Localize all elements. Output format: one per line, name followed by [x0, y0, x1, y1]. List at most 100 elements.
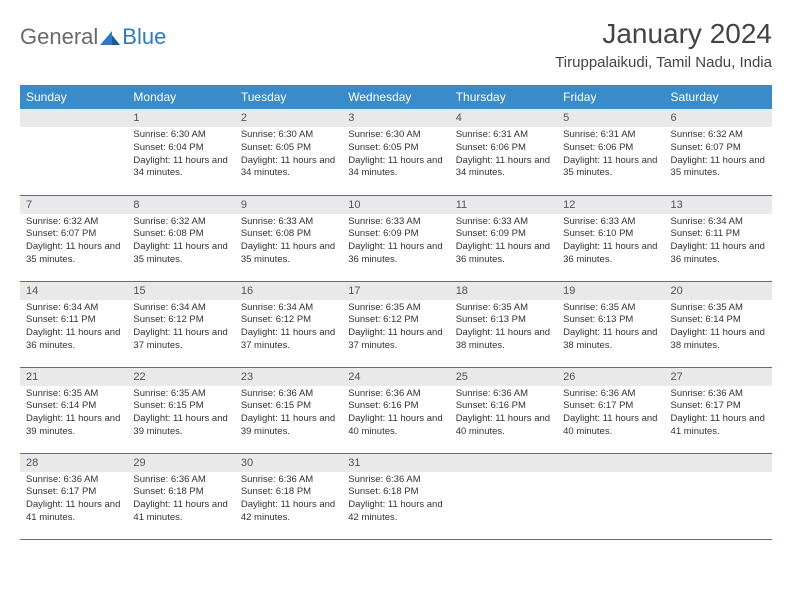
- calendar-week-row: 14Sunrise: 6:34 AMSunset: 6:11 PMDayligh…: [20, 281, 772, 367]
- logo-text-blue: Blue: [122, 24, 166, 50]
- location: Tiruppalaikudi, Tamil Nadu, India: [555, 54, 772, 71]
- calendar-cell: 26Sunrise: 6:36 AMSunset: 6:17 PMDayligh…: [557, 367, 664, 453]
- day-number: 5: [557, 109, 664, 127]
- day-number: 31: [342, 454, 449, 472]
- daylight-line: Daylight: 11 hours and 34 minutes.: [133, 155, 228, 181]
- sunrise-line: Sunrise: 6:35 AM: [348, 302, 443, 315]
- sunset-line: Sunset: 6:18 PM: [348, 486, 443, 499]
- daylight-line: Daylight: 11 hours and 34 minutes.: [348, 155, 443, 181]
- month-title: January 2024: [555, 18, 772, 50]
- calendar-cell: 13Sunrise: 6:34 AMSunset: 6:11 PMDayligh…: [665, 195, 772, 281]
- sunrise-line: Sunrise: 6:36 AM: [26, 474, 121, 487]
- day-number: 4: [450, 109, 557, 127]
- day-number: 29: [127, 454, 234, 472]
- day-details: Sunrise: 6:33 AMSunset: 6:09 PMDaylight:…: [342, 214, 449, 271]
- sunset-line: Sunset: 6:07 PM: [671, 142, 766, 155]
- day-number: 18: [450, 282, 557, 300]
- sunset-line: Sunset: 6:08 PM: [241, 228, 336, 241]
- calendar-cell: 11Sunrise: 6:33 AMSunset: 6:09 PMDayligh…: [450, 195, 557, 281]
- daylight-line: Daylight: 11 hours and 41 minutes.: [26, 499, 121, 525]
- weekday-header: Monday: [127, 85, 234, 109]
- day-number: 13: [665, 196, 772, 214]
- calendar-cell: 28Sunrise: 6:36 AMSunset: 6:17 PMDayligh…: [20, 453, 127, 539]
- sunset-line: Sunset: 6:14 PM: [671, 314, 766, 327]
- calendar-cell: 23Sunrise: 6:36 AMSunset: 6:15 PMDayligh…: [235, 367, 342, 453]
- day-details: Sunrise: 6:36 AMSunset: 6:16 PMDaylight:…: [342, 386, 449, 443]
- weekday-header: Saturday: [665, 85, 772, 109]
- day-details: Sunrise: 6:32 AMSunset: 6:08 PMDaylight:…: [127, 214, 234, 271]
- day-details: Sunrise: 6:36 AMSunset: 6:16 PMDaylight:…: [450, 386, 557, 443]
- sunrise-line: Sunrise: 6:36 AM: [671, 388, 766, 401]
- sunrise-line: Sunrise: 6:32 AM: [133, 216, 228, 229]
- sunset-line: Sunset: 6:05 PM: [241, 142, 336, 155]
- sunset-line: Sunset: 6:15 PM: [133, 400, 228, 413]
- day-number: 14: [20, 282, 127, 300]
- calendar-cell: 5Sunrise: 6:31 AMSunset: 6:06 PMDaylight…: [557, 109, 664, 195]
- header: General Blue January 2024 Tiruppalaikudi…: [20, 18, 772, 71]
- sunrise-line: Sunrise: 6:36 AM: [133, 474, 228, 487]
- sunrise-line: Sunrise: 6:32 AM: [671, 129, 766, 142]
- sunrise-line: Sunrise: 6:33 AM: [348, 216, 443, 229]
- day-details: Sunrise: 6:36 AMSunset: 6:17 PMDaylight:…: [557, 386, 664, 443]
- day-details: Sunrise: 6:31 AMSunset: 6:06 PMDaylight:…: [450, 127, 557, 184]
- day-number: 8: [127, 196, 234, 214]
- day-details: Sunrise: 6:36 AMSunset: 6:17 PMDaylight:…: [20, 472, 127, 529]
- calendar-cell: 1Sunrise: 6:30 AMSunset: 6:04 PMDaylight…: [127, 109, 234, 195]
- day-number: 11: [450, 196, 557, 214]
- day-number: 30: [235, 454, 342, 472]
- day-number: 6: [665, 109, 772, 127]
- sunrise-line: Sunrise: 6:32 AM: [26, 216, 121, 229]
- sunrise-line: Sunrise: 6:30 AM: [348, 129, 443, 142]
- daylight-line: Daylight: 11 hours and 40 minutes.: [348, 413, 443, 439]
- day-details: Sunrise: 6:34 AMSunset: 6:11 PMDaylight:…: [665, 214, 772, 271]
- day-number: 24: [342, 368, 449, 386]
- day-number: 3: [342, 109, 449, 127]
- sunset-line: Sunset: 6:17 PM: [26, 486, 121, 499]
- sunrise-line: Sunrise: 6:34 AM: [241, 302, 336, 315]
- daylight-line: Daylight: 11 hours and 41 minutes.: [671, 413, 766, 439]
- day-number: 22: [127, 368, 234, 386]
- sunrise-line: Sunrise: 6:33 AM: [563, 216, 658, 229]
- title-block: January 2024 Tiruppalaikudi, Tamil Nadu,…: [555, 18, 772, 71]
- sunrise-line: Sunrise: 6:33 AM: [456, 216, 551, 229]
- daylight-line: Daylight: 11 hours and 39 minutes.: [133, 413, 228, 439]
- sunrise-line: Sunrise: 6:34 AM: [133, 302, 228, 315]
- day-details: Sunrise: 6:35 AMSunset: 6:14 PMDaylight:…: [665, 300, 772, 357]
- calendar-cell: [665, 453, 772, 539]
- weekday-header-row: SundayMondayTuesdayWednesdayThursdayFrid…: [20, 85, 772, 109]
- calendar-cell: [557, 453, 664, 539]
- daylight-line: Daylight: 11 hours and 35 minutes.: [241, 241, 336, 267]
- sunset-line: Sunset: 6:06 PM: [563, 142, 658, 155]
- calendar-cell: 10Sunrise: 6:33 AMSunset: 6:09 PMDayligh…: [342, 195, 449, 281]
- day-details: Sunrise: 6:34 AMSunset: 6:12 PMDaylight:…: [235, 300, 342, 357]
- logo: General Blue: [20, 24, 166, 50]
- sunset-line: Sunset: 6:07 PM: [26, 228, 121, 241]
- day-details: Sunrise: 6:30 AMSunset: 6:04 PMDaylight:…: [127, 127, 234, 184]
- calendar-cell: 12Sunrise: 6:33 AMSunset: 6:10 PMDayligh…: [557, 195, 664, 281]
- day-number: 9: [235, 196, 342, 214]
- weekday-header: Friday: [557, 85, 664, 109]
- daylight-line: Daylight: 11 hours and 42 minutes.: [348, 499, 443, 525]
- sunrise-line: Sunrise: 6:30 AM: [133, 129, 228, 142]
- day-number: [450, 454, 557, 472]
- day-details: Sunrise: 6:35 AMSunset: 6:13 PMDaylight:…: [450, 300, 557, 357]
- calendar-cell: [20, 109, 127, 195]
- day-details: Sunrise: 6:35 AMSunset: 6:14 PMDaylight:…: [20, 386, 127, 443]
- calendar-week-row: 28Sunrise: 6:36 AMSunset: 6:17 PMDayligh…: [20, 453, 772, 539]
- sunrise-line: Sunrise: 6:36 AM: [456, 388, 551, 401]
- day-details: Sunrise: 6:34 AMSunset: 6:12 PMDaylight:…: [127, 300, 234, 357]
- sunrise-line: Sunrise: 6:35 AM: [563, 302, 658, 315]
- day-number: 7: [20, 196, 127, 214]
- day-number: 23: [235, 368, 342, 386]
- sunset-line: Sunset: 6:11 PM: [671, 228, 766, 241]
- daylight-line: Daylight: 11 hours and 36 minutes.: [563, 241, 658, 267]
- daylight-line: Daylight: 11 hours and 37 minutes.: [348, 327, 443, 353]
- daylight-line: Daylight: 11 hours and 34 minutes.: [241, 155, 336, 181]
- sunset-line: Sunset: 6:12 PM: [241, 314, 336, 327]
- sunrise-line: Sunrise: 6:35 AM: [671, 302, 766, 315]
- sunset-line: Sunset: 6:18 PM: [133, 486, 228, 499]
- day-number: 15: [127, 282, 234, 300]
- day-details: Sunrise: 6:33 AMSunset: 6:09 PMDaylight:…: [450, 214, 557, 271]
- sunrise-line: Sunrise: 6:30 AM: [241, 129, 336, 142]
- day-details: Sunrise: 6:31 AMSunset: 6:06 PMDaylight:…: [557, 127, 664, 184]
